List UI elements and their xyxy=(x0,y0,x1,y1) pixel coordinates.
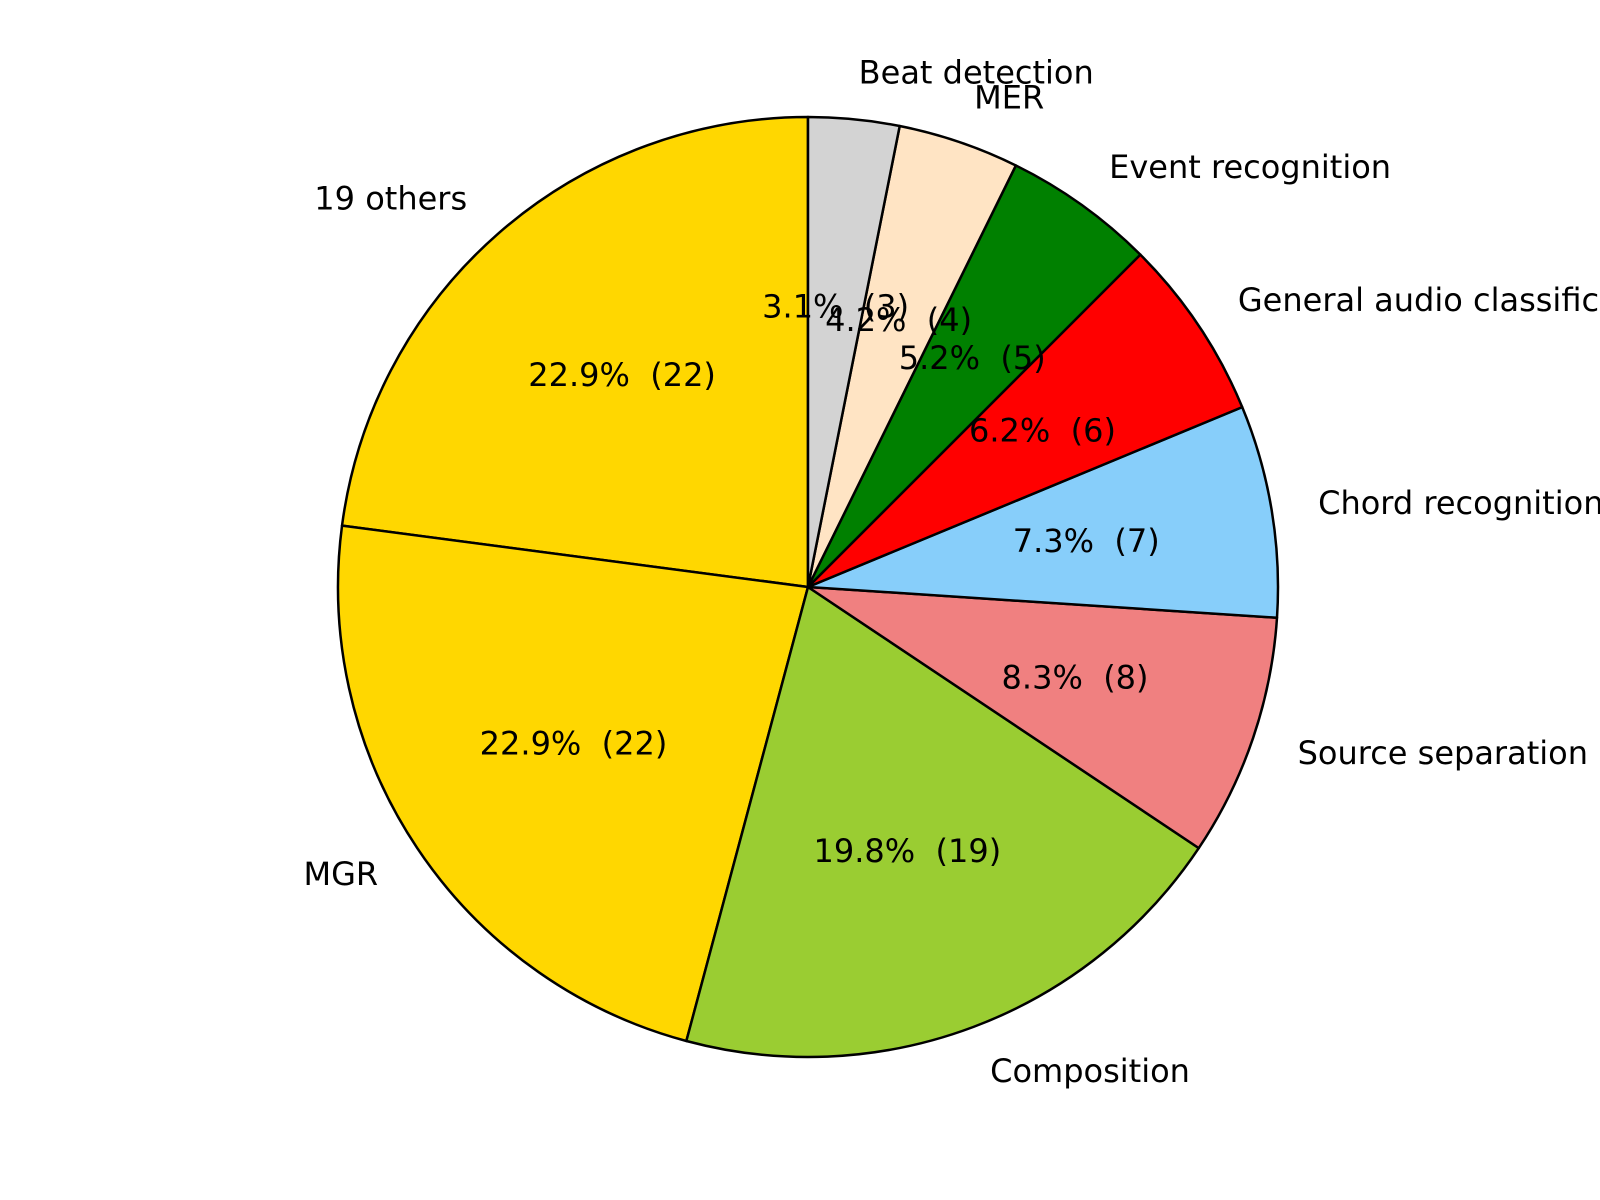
pie-labels: 19 others 22.9% (22) MGR 22.9% (22) Composit… xyxy=(303,53,1600,1089)
pie-slice-mgr xyxy=(336,524,810,1043)
pie-slice-event-recognition xyxy=(806,164,1142,589)
slice-label-mgr: MGR xyxy=(303,855,378,893)
slice-label-chord-recognition: Chord recognition xyxy=(1318,484,1600,522)
slice-percent-mer: 4.2% (4) xyxy=(825,301,972,339)
pie-slice-19-others xyxy=(340,115,810,589)
pie-slice-chord-recognition xyxy=(806,405,1280,619)
slice-percent-event-recognition: 5.2% (5) xyxy=(899,339,1046,377)
slice-label-composition: Composition xyxy=(990,1052,1190,1090)
slice-label-general-audio-classification: General audio classification xyxy=(1238,281,1600,319)
slice-percent-mgr: 22.9% (22) xyxy=(480,725,668,763)
slice-label-source-separation: Source separation xyxy=(1298,734,1588,772)
slice-percent-general-audio-classification: 6.2% (6) xyxy=(969,411,1116,449)
pie-slices xyxy=(336,115,1280,1059)
slice-percent-source-separation: 8.3% (8) xyxy=(1002,659,1149,697)
pie-slice-composition xyxy=(685,585,1201,1059)
slice-label-beat-detection: Beat detection xyxy=(859,53,1094,91)
slice-percent-19-others: 22.9% (22) xyxy=(528,356,716,394)
slice-percent-composition: 19.8% (19) xyxy=(813,832,1001,870)
slice-label-19-others: 19 others xyxy=(314,179,467,217)
slice-label-event-recognition: Event recognition xyxy=(1109,148,1391,186)
slice-percent-chord-recognition: 7.3% (7) xyxy=(1013,522,1160,560)
pie-slice-general-audio-classification xyxy=(806,253,1244,589)
pie-slice-beat-detection xyxy=(806,115,901,589)
pie-slice-source-separation xyxy=(806,585,1279,850)
slice-percent-beat-detection: 3.1% (3) xyxy=(762,287,909,325)
slice-label-mer: MER xyxy=(974,78,1044,116)
